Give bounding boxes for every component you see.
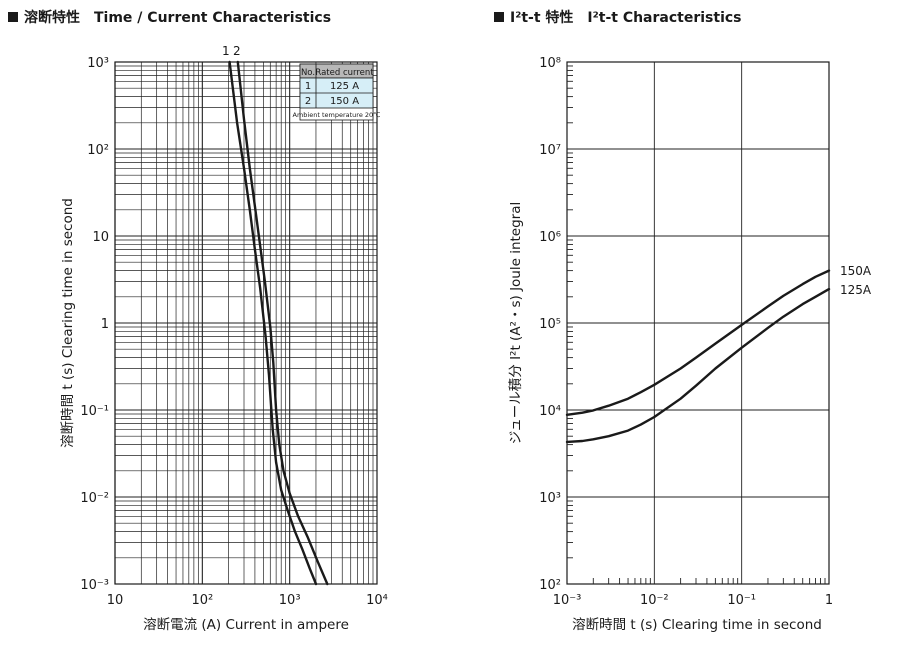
i2t-y-tick-label: 10⁸ — [539, 56, 561, 71]
i2t-y-ticks: 10² 10³ 10⁴ 10⁵ 10⁶ 10⁷ 10⁸ — [539, 56, 573, 593]
time-current-grid — [114, 62, 377, 585]
curve-label-1: 1 — [222, 44, 230, 58]
i2t-y-tick-label: 10⁵ — [539, 317, 561, 332]
i2t-plot-frame — [566, 61, 830, 585]
time-current-y-tick-label: 10⁻³ — [80, 578, 109, 593]
time-current-x-tick-label: 10³ — [279, 593, 301, 608]
table-cell-no-2: 2 — [305, 96, 311, 107]
time-current-series-150a — [236, 60, 329, 586]
i2t-x-tick-label: 10⁻² — [640, 593, 669, 608]
i2t-x-axis-label: 溶断時間 t (s) Clearing time in second — [572, 617, 822, 633]
time-current-y-tick-label: 10⁻² — [80, 491, 109, 506]
table-ambient-note: Ambient temperature 20℃ — [293, 111, 381, 119]
curve-label-2: 2 — [233, 44, 241, 58]
i2t-y-tick-label: 10² — [539, 578, 561, 593]
i2t-y-tick-label: 10⁶ — [539, 230, 561, 245]
i2t-grid — [567, 62, 829, 584]
time-current-x-tick-label: 10² — [191, 593, 213, 608]
i2t-x-ticks: 10⁻³ 10⁻² 10⁻¹ 1 — [553, 578, 833, 608]
time-current-x-ticks: 10 10² 10³ 10⁴ — [107, 593, 388, 608]
time-current-series-125a — [228, 60, 318, 586]
time-current-y-tick-label: 10 — [92, 230, 109, 245]
bullet-square-icon — [8, 12, 18, 22]
table-cell-current-1: 125 A — [330, 81, 359, 92]
table-cell-no-1: 1 — [305, 81, 311, 92]
time-current-x-tick-label: 10 — [107, 593, 124, 608]
table-cell-current-2: 150 A — [330, 96, 359, 107]
time-current-y-tick-label: 10³ — [87, 56, 109, 71]
time-current-plot-frame — [114, 61, 378, 585]
i2t-y-tick-label: 10³ — [539, 491, 561, 506]
i2t-y-axis-label: ジュール積分 I²t (A²・s) Joule integral — [508, 202, 524, 445]
i2t-y-tick-label: 10⁴ — [539, 404, 561, 419]
i2t-series-150a — [565, 269, 831, 416]
i2t-y-tick-label: 10⁷ — [539, 143, 561, 158]
i2t-x-tick-label: 10⁻³ — [553, 593, 582, 608]
table-header-rated-current: Rated current — [315, 68, 374, 78]
chart-title-i2t: I²t-t 特性 I²t-t Characteristics — [494, 7, 742, 27]
time-current-y-tick-label: 10² — [87, 143, 109, 158]
series-label-150A: 150A — [840, 264, 872, 278]
i2t-x-tick-label: 1 — [825, 593, 833, 608]
series-label-125A: 125A — [840, 283, 872, 297]
bullet-square-icon — [494, 12, 504, 22]
i2t-series-125a — [565, 287, 831, 444]
i2t-curves — [565, 269, 831, 444]
time-current-y-axis-label: 溶断時間 t (s) Clearing time in second — [60, 198, 76, 448]
rated-current-table: No. Rated current 1 125 A 2 150 A Ambien… — [293, 63, 381, 121]
time-current-y-tick-label: 1 — [101, 317, 109, 332]
time-current-x-axis-label: 溶断電流 (A) Current in ampere — [143, 617, 349, 633]
time-current-y-tick-label: 10⁻¹ — [80, 404, 109, 419]
time-current-x-tick-label: 10⁴ — [366, 593, 388, 608]
time-current-y-ticks: 10⁻³ 10⁻² 10⁻¹ 1 10 10² 10³ — [80, 56, 109, 593]
chart-title-time-current: 溶断特性 Time / Current Characteristics — [8, 7, 331, 27]
table-header-no: No. — [301, 68, 315, 78]
time-current-curves — [228, 60, 329, 586]
i2t-x-tick-label: 10⁻¹ — [727, 593, 756, 608]
